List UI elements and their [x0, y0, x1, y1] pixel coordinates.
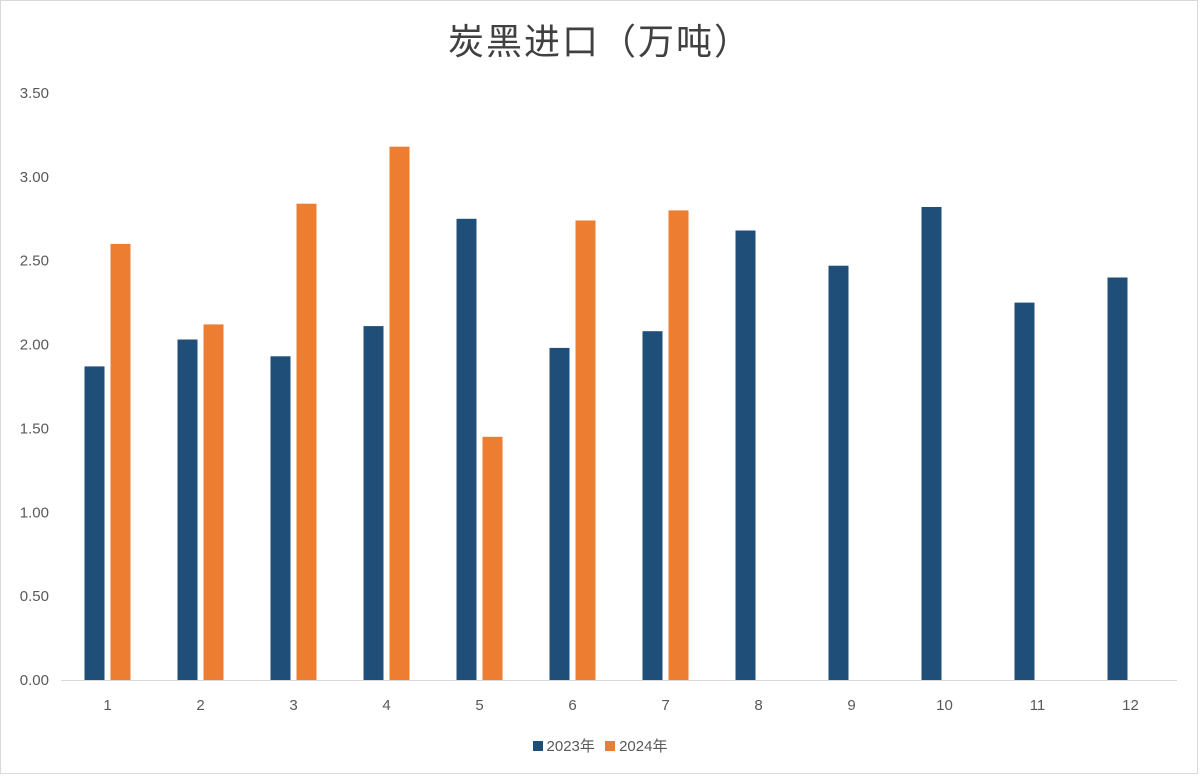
x-tick-label: 8	[754, 697, 762, 714]
bar-2024年-1	[110, 243, 131, 680]
bar-2023年-9	[828, 265, 849, 680]
bar-2023年-11	[1014, 302, 1035, 680]
bar-2023年-7	[642, 331, 663, 680]
bar-2023年-3	[270, 356, 291, 680]
chart-title: 炭黑进口（万吨）	[447, 22, 752, 63]
legend-label-2023: 2023年	[546, 738, 595, 755]
x-tick-label: 9	[847, 697, 855, 714]
y-tick-label: 0.00	[20, 672, 49, 689]
y-tick-label: 3.50	[20, 85, 49, 102]
bar-2023年-5	[456, 218, 477, 681]
bar-2023年-2	[177, 339, 198, 680]
y-tick-label: 3.00	[20, 169, 49, 186]
legend-item-2024: 2024年	[605, 735, 667, 756]
y-tick-label: 0.50	[20, 588, 49, 605]
x-tick-label: 7	[661, 697, 669, 714]
x-tick-label: 6	[568, 697, 576, 714]
bar-2024年-7	[668, 210, 689, 680]
legend-label-2024: 2024年	[619, 738, 668, 755]
bar-2024年-6	[575, 220, 596, 680]
x-tick-label: 11	[1030, 697, 1046, 714]
bar-group	[84, 146, 1128, 681]
x-tick-label: 3	[289, 697, 297, 714]
x-tick-label: 4	[382, 697, 390, 714]
legend: 2023年 2024年	[1, 735, 1199, 756]
bar-2023年-1	[84, 366, 105, 680]
bar-2023年-6	[549, 347, 570, 680]
bar-2023年-12	[1107, 277, 1128, 680]
x-axis-ticks: 1 2 3 4 5 6 7 8 9 10 11 12	[103, 697, 1139, 714]
y-tick-label: 1.00	[20, 504, 49, 521]
x-tick-label: 2	[196, 697, 204, 714]
bar-2024年-3	[296, 203, 317, 680]
bar-2024年-5	[482, 436, 503, 680]
legend-swatch-2023	[532, 741, 543, 751]
bar-2024年-2	[203, 324, 224, 680]
y-tick-label: 2.00	[20, 337, 49, 354]
x-tick-label: 1	[103, 697, 111, 714]
bar-2024年-4	[389, 146, 410, 680]
x-tick-label: 10	[936, 697, 953, 714]
legend-swatch-2024	[605, 741, 616, 751]
bar-2023年-10	[921, 207, 942, 680]
bar-2023年-8	[735, 230, 756, 680]
y-tick-label: 1.50	[20, 420, 49, 437]
x-tick-label: 5	[475, 697, 483, 714]
y-tick-label: 2.50	[20, 253, 49, 270]
y-axis-ticks: 0.00 0.50 1.00 1.50 2.00 2.50 3.00 3.50	[20, 85, 49, 689]
x-tick-label: 12	[1122, 697, 1139, 714]
legend-item-2023: 2023年	[532, 735, 595, 756]
bar-2023年-4	[363, 326, 384, 680]
